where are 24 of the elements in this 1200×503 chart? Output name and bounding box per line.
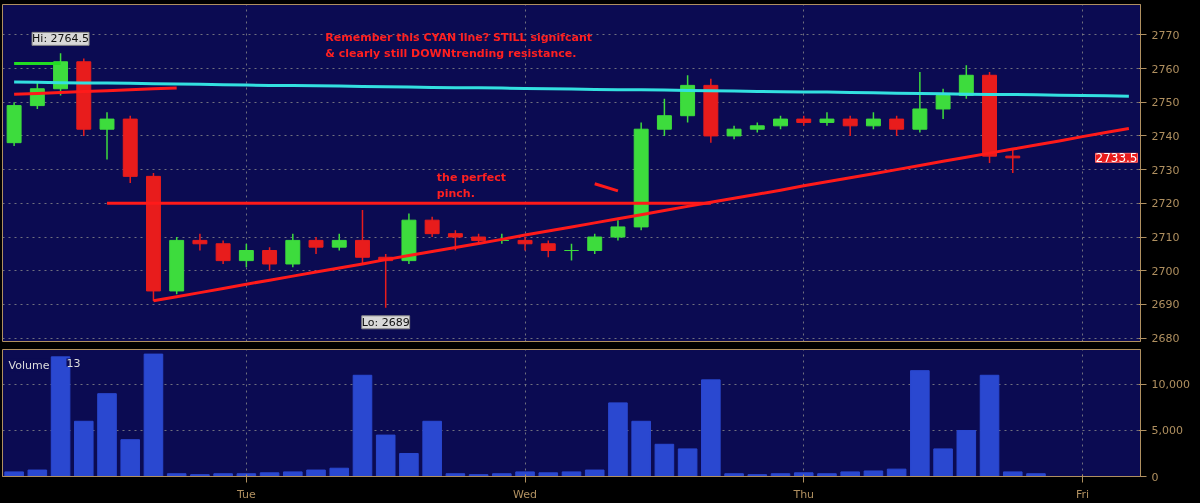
text: Volume	[8, 358, 50, 372]
annotation: the perfect pinch.	[436, 171, 506, 200]
x-tick-label: Thu	[792, 487, 815, 501]
y-tick-label: 2710	[1151, 231, 1180, 245]
y-tick-label: 2680	[1151, 332, 1180, 346]
x-tick-label: Tue	[235, 487, 256, 501]
y-tick-label: 2690	[1151, 298, 1180, 312]
y-tick-label: 10,000	[1151, 378, 1190, 392]
y-tick-label: 2720	[1151, 197, 1180, 211]
annotation: 2733.5	[1095, 151, 1138, 166]
y-tick-label: 2750	[1151, 96, 1180, 110]
annotation: 13	[66, 356, 81, 370]
annotation: Hi: 2764.5	[32, 32, 90, 46]
y-tick-label: 2770	[1151, 28, 1180, 42]
x-tick-label: Wed	[513, 487, 538, 501]
x-tick-label: Fri	[1075, 487, 1089, 501]
y-tick-label: 2740	[1151, 129, 1180, 143]
y-tick-label: 2760	[1151, 62, 1180, 76]
annotation: Lo: 2689	[361, 315, 410, 329]
y-tick-label: 5,000	[1151, 424, 1183, 438]
y-tick-label: 0	[1151, 470, 1159, 484]
annotation: Remember this CYAN line? STILL signifcant & clearly still DOWNtrending resistance.	[325, 31, 593, 61]
y-tick-label: 2730	[1151, 163, 1180, 177]
y-tick-label: 2700	[1151, 264, 1180, 278]
